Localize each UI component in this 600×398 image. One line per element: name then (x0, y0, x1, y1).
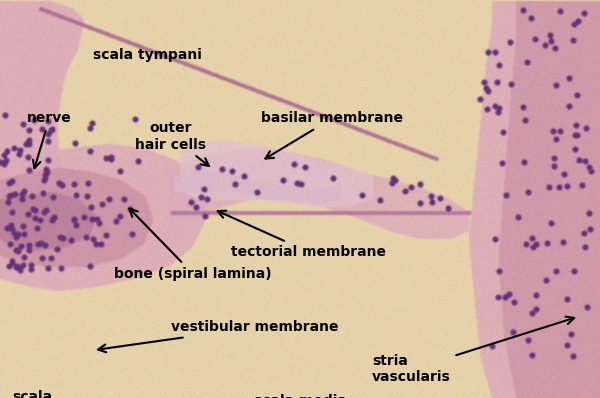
Text: scala media: scala media (254, 394, 346, 398)
Text: nerve: nerve (27, 111, 72, 168)
Text: scala tympani: scala tympani (92, 48, 202, 62)
Text: bone (spiral lamina): bone (spiral lamina) (114, 209, 272, 281)
Text: outer
hair cells: outer hair cells (136, 121, 209, 166)
Text: vestibular membrane: vestibular membrane (98, 320, 338, 352)
Text: basilar membrane: basilar membrane (261, 111, 403, 158)
Text: tectorial membrane: tectorial membrane (218, 211, 386, 259)
Text: stria
vascularis: stria vascularis (372, 316, 574, 384)
Text: scala
vestibuli: scala vestibuli (12, 390, 79, 398)
